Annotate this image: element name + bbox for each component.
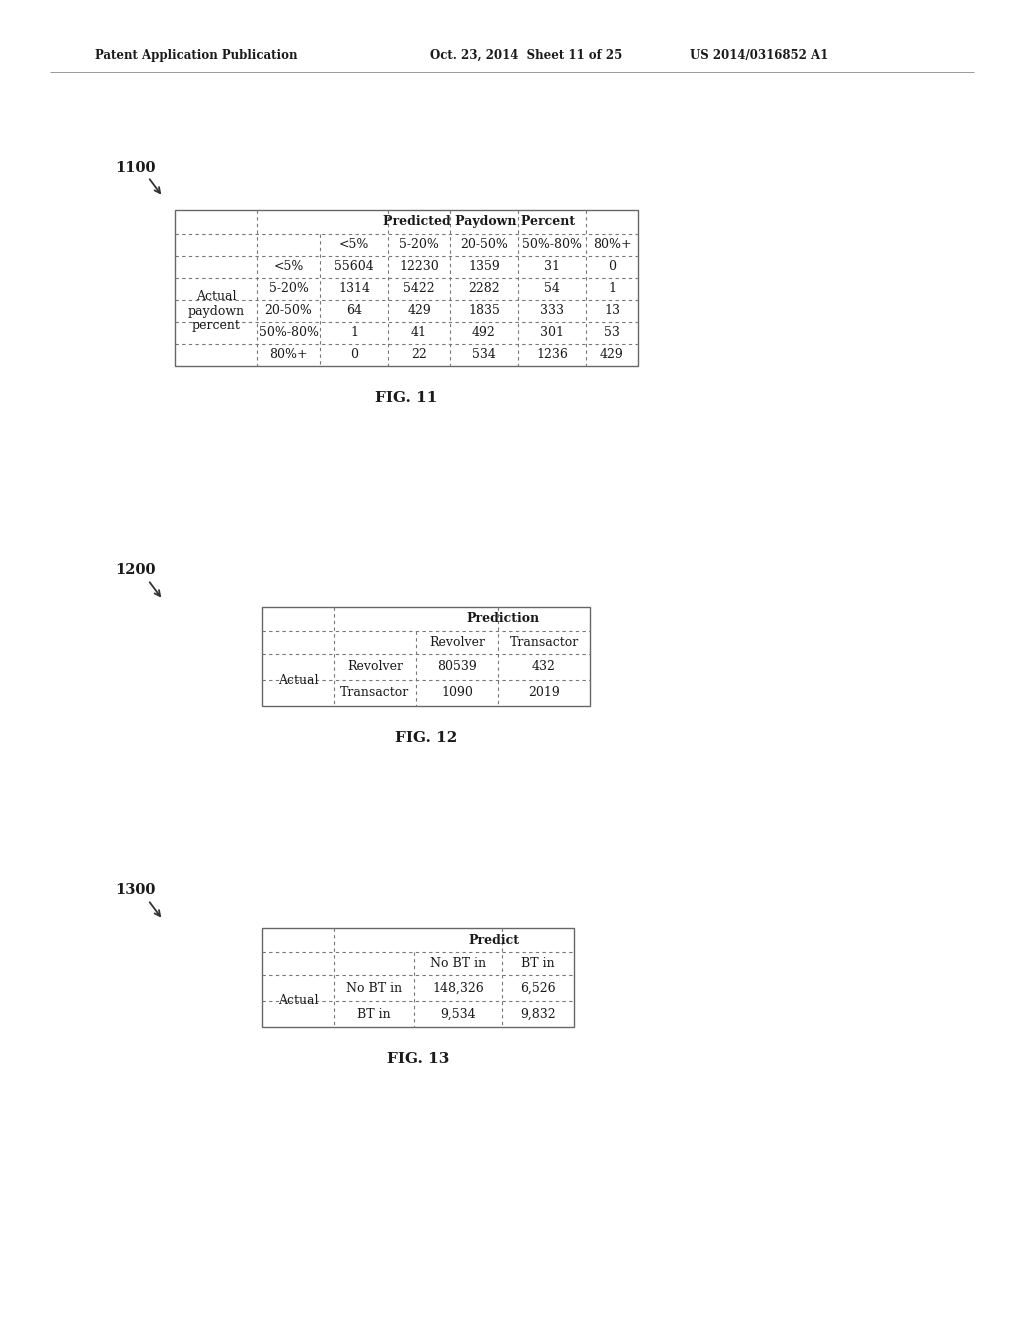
Text: 1: 1 <box>350 326 358 339</box>
Text: 148,326: 148,326 <box>432 982 484 994</box>
Text: 5-20%: 5-20% <box>268 282 308 296</box>
Text: Predicted Paydown Percent: Predicted Paydown Percent <box>383 215 575 228</box>
Text: <5%: <5% <box>273 260 304 273</box>
Text: BT in: BT in <box>357 1007 391 1020</box>
Text: Transactor: Transactor <box>340 686 410 700</box>
Text: 432: 432 <box>532 660 556 673</box>
Text: No BT in: No BT in <box>346 982 402 994</box>
Bar <box>175 210 638 366</box>
Text: 20-50%: 20-50% <box>460 239 508 252</box>
Text: 492: 492 <box>472 326 496 339</box>
Text: 1: 1 <box>608 282 616 296</box>
Text: 80%+: 80%+ <box>593 239 632 252</box>
Text: 1236: 1236 <box>536 348 568 362</box>
Text: FIG. 13: FIG. 13 <box>387 1052 450 1067</box>
Text: 9,832: 9,832 <box>520 1007 556 1020</box>
Text: 1200: 1200 <box>115 564 156 577</box>
Text: 0: 0 <box>608 260 616 273</box>
Text: Revolver: Revolver <box>347 660 403 673</box>
Text: 5-20%: 5-20% <box>399 239 439 252</box>
Text: 429: 429 <box>600 348 624 362</box>
Text: 0: 0 <box>350 348 358 362</box>
Text: Prediction: Prediction <box>467 612 540 626</box>
Text: 22: 22 <box>411 348 427 362</box>
Text: FIG. 11: FIG. 11 <box>376 391 437 405</box>
Text: Actual: Actual <box>278 673 318 686</box>
Text: 429: 429 <box>408 305 431 318</box>
Text: 64: 64 <box>346 305 362 318</box>
Text: US 2014/0316852 A1: US 2014/0316852 A1 <box>690 49 828 62</box>
Text: 1100: 1100 <box>115 161 156 176</box>
Text: 53: 53 <box>604 326 620 339</box>
Text: 9,534: 9,534 <box>440 1007 476 1020</box>
Text: 13: 13 <box>604 305 620 318</box>
Text: 1300: 1300 <box>115 883 156 898</box>
Text: 1835: 1835 <box>468 305 500 318</box>
Text: 12230: 12230 <box>399 260 439 273</box>
Text: BT in: BT in <box>521 957 555 970</box>
Text: <5%: <5% <box>339 239 370 252</box>
Text: 31: 31 <box>544 260 560 273</box>
Text: Actual
paydown
percent: Actual paydown percent <box>187 289 245 333</box>
Text: 2019: 2019 <box>528 686 560 700</box>
Text: 41: 41 <box>411 326 427 339</box>
Text: Revolver: Revolver <box>429 636 485 649</box>
Text: 333: 333 <box>540 305 564 318</box>
Text: Oct. 23, 2014  Sheet 11 of 25: Oct. 23, 2014 Sheet 11 of 25 <box>430 49 623 62</box>
Text: No BT in: No BT in <box>430 957 486 970</box>
Text: 534: 534 <box>472 348 496 362</box>
Text: 6,526: 6,526 <box>520 982 556 994</box>
Bar <box>262 928 574 1027</box>
Text: 20-50%: 20-50% <box>264 305 312 318</box>
Text: Predict: Predict <box>469 933 519 946</box>
Text: 1359: 1359 <box>468 260 500 273</box>
Text: 80%+: 80%+ <box>269 348 308 362</box>
Text: 1090: 1090 <box>441 686 473 700</box>
Text: 55604: 55604 <box>334 260 374 273</box>
Text: 80539: 80539 <box>437 660 477 673</box>
Text: 1314: 1314 <box>338 282 370 296</box>
Text: Patent Application Publication: Patent Application Publication <box>95 49 298 62</box>
Text: 301: 301 <box>540 326 564 339</box>
Text: 2282: 2282 <box>468 282 500 296</box>
Text: FIG. 12: FIG. 12 <box>395 731 457 744</box>
Text: Actual: Actual <box>278 994 318 1007</box>
Text: 54: 54 <box>544 282 560 296</box>
Text: 50%-80%: 50%-80% <box>258 326 318 339</box>
Bar <box>262 607 590 706</box>
Text: 5422: 5422 <box>403 282 435 296</box>
Text: Transactor: Transactor <box>509 636 579 649</box>
Text: 50%-80%: 50%-80% <box>522 239 582 252</box>
